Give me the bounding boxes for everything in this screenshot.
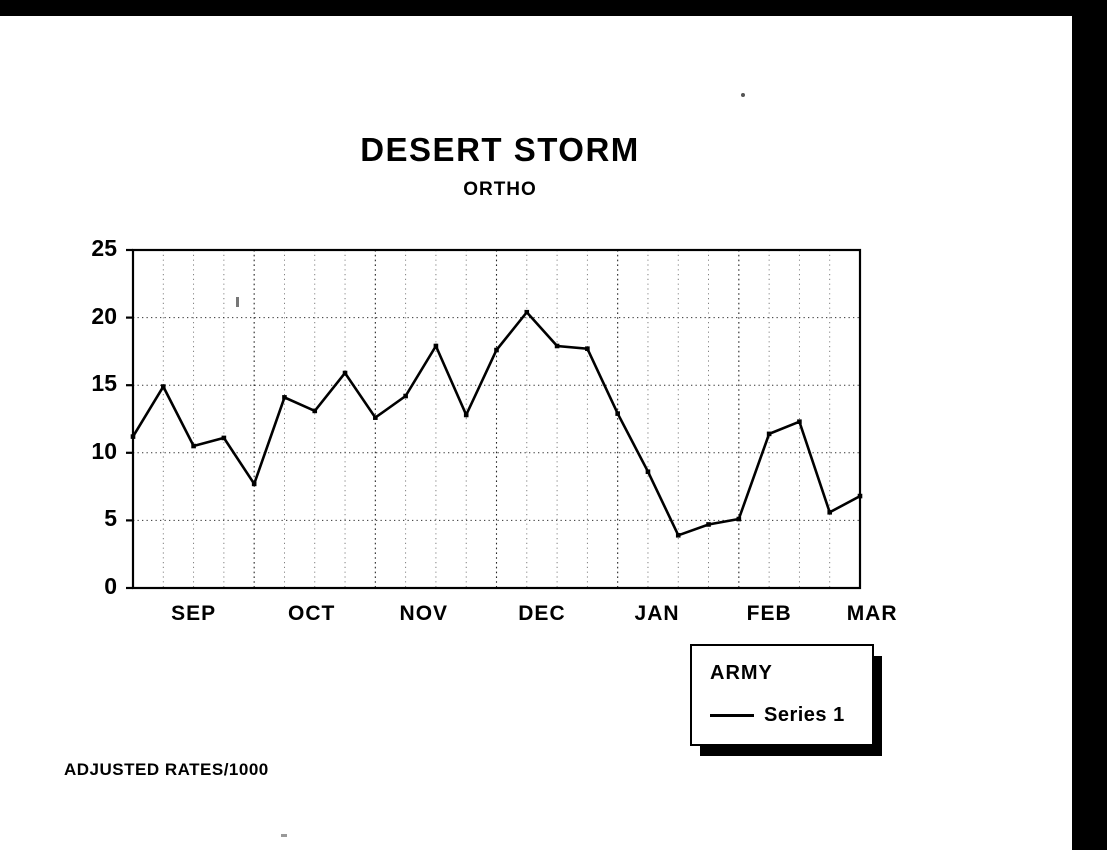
data-point-marker xyxy=(373,415,378,420)
y-axis-tick-label: 0 xyxy=(104,573,117,599)
data-point-marker xyxy=(736,516,742,522)
data-point-marker xyxy=(857,493,863,499)
y-axis-tick-label: 10 xyxy=(91,437,117,464)
footer-note: ADJUSTED RATES/1000 xyxy=(64,760,269,779)
page-right-border xyxy=(1080,0,1107,850)
chart-subtitle: ORTHO xyxy=(463,179,537,200)
data-point-marker xyxy=(251,481,257,487)
data-point-marker xyxy=(675,532,681,538)
data-point-marker xyxy=(797,419,802,425)
y-axis-tick-label: 5 xyxy=(104,505,117,532)
x-axis-tick-label: FEB xyxy=(746,602,792,625)
y-axis-tick-label: 15 xyxy=(91,370,117,397)
x-axis-tick-label: NOV xyxy=(399,602,449,625)
legend-box: ARMY Series 1 xyxy=(690,644,874,746)
line-chart-svg xyxy=(126,248,863,590)
scan-speck xyxy=(741,93,745,97)
legend-title: ARMY xyxy=(710,662,773,684)
data-point-marker xyxy=(342,370,348,376)
x-axis-tick-label: OCT xyxy=(288,602,336,625)
data-point-marker xyxy=(585,346,590,351)
data-point-marker xyxy=(403,393,408,399)
data-point-marker xyxy=(221,435,227,441)
x-axis-tick-label: SEP xyxy=(171,602,217,625)
data-point-marker xyxy=(130,434,136,439)
page-right-border-inner xyxy=(1072,12,1082,850)
scanned-page: DESERT STORM ORTHO 0 5 10 15 20 25 SEP OCT NOV D… xyxy=(0,16,1072,850)
data-point-marker xyxy=(433,343,439,349)
page-top-border xyxy=(0,0,1107,16)
axis-frame xyxy=(126,248,862,590)
chart-title: DESERT STORM xyxy=(360,131,640,168)
data-point-marker xyxy=(312,408,318,414)
legend-line-swatch xyxy=(710,714,754,717)
data-point-marker xyxy=(645,469,651,475)
data-point-marker xyxy=(554,343,560,349)
gridlines xyxy=(133,250,861,588)
data-point-marker xyxy=(524,309,530,315)
data-point-marker xyxy=(160,384,166,389)
scan-speck xyxy=(236,297,239,307)
data-point-marker xyxy=(615,411,620,416)
data-point-marker xyxy=(463,412,469,418)
data-point-marker xyxy=(766,431,772,437)
x-axis-tick-label: MAR xyxy=(846,602,898,625)
legend-entry-label: Series 1 xyxy=(764,704,845,726)
x-axis-tick-label: DEC xyxy=(518,602,566,625)
data-point-marker xyxy=(191,443,196,449)
data-point-marker xyxy=(494,347,499,353)
legend-entry: Series 1 xyxy=(710,704,845,727)
data-point-marker xyxy=(706,522,711,527)
scan-speck xyxy=(281,834,287,837)
y-axis-tick-label: 20 xyxy=(91,302,117,329)
data-point-marker xyxy=(282,395,287,400)
x-axis-tick-label: JAN xyxy=(634,602,680,625)
y-axis-tick-label: 25 xyxy=(91,235,117,261)
plot-area: 0 5 10 15 20 25 SEP OCT NOV DEC JAN FEB MAR xyxy=(0,16,1072,850)
data-point-marker xyxy=(827,509,833,515)
data-series-group xyxy=(130,309,863,538)
